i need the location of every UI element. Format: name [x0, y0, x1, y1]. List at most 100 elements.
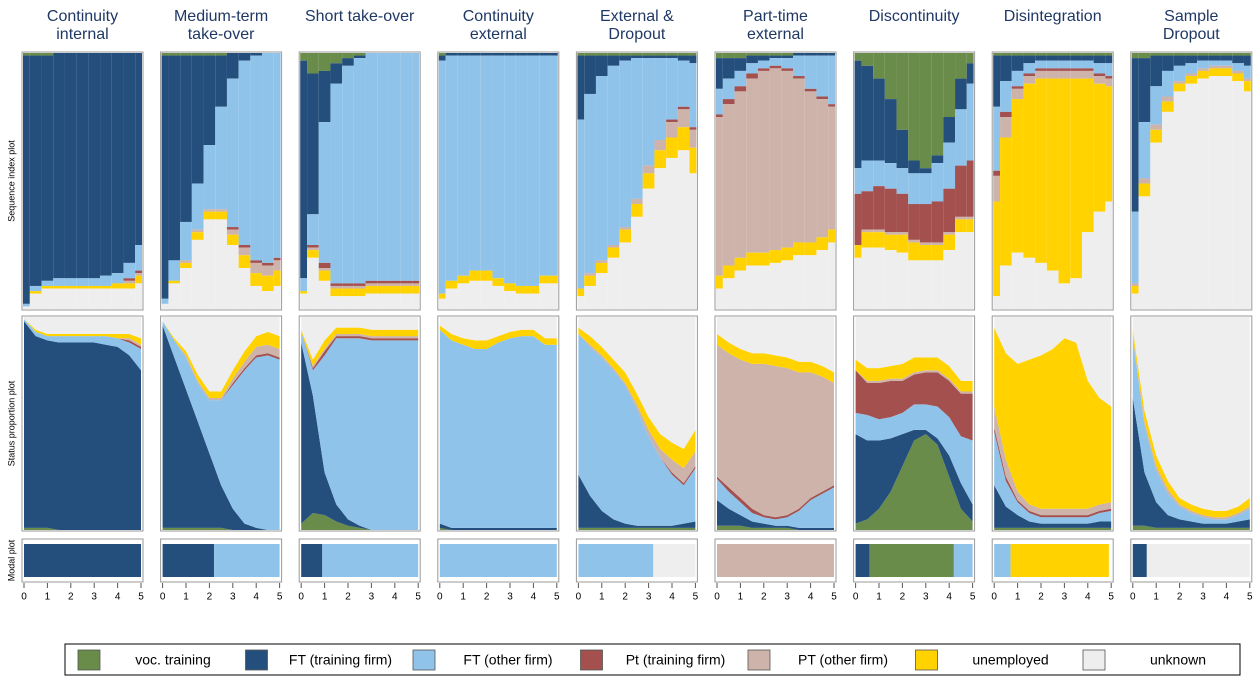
sequence-cell — [757, 55, 770, 61]
sequence-cell — [1070, 53, 1082, 56]
sequence-cell — [353, 296, 366, 309]
legend-swatch — [915, 649, 938, 671]
sequence-cell — [861, 65, 874, 161]
sequence-cell — [577, 53, 585, 56]
sequence-cell — [1185, 83, 1198, 309]
sequence-cell — [318, 268, 331, 271]
sequence-cell — [993, 175, 1001, 202]
sequence-cell — [943, 234, 956, 251]
x-tick-label: 0 — [298, 592, 304, 603]
sequence-cell — [595, 262, 608, 274]
sequence-cell — [584, 273, 596, 276]
sequence-cell — [226, 227, 239, 230]
x-tick-label: 3 — [369, 592, 375, 603]
x-tick-label: 1 — [183, 592, 189, 603]
sequence-cell — [168, 280, 181, 284]
x-tick-label: 5 — [693, 592, 699, 603]
modal-segment — [994, 544, 1011, 577]
sequence-cell — [716, 88, 723, 115]
sequence-cell — [861, 53, 874, 66]
modal-segment — [1132, 544, 1147, 577]
sequence-cell — [469, 280, 481, 309]
sequence-cell — [1093, 76, 1106, 84]
sequence-cell — [23, 303, 30, 307]
sequence-cell — [180, 55, 192, 222]
sequence-cell — [1138, 58, 1151, 123]
status-area — [578, 527, 696, 530]
panel-title: Medium-term take-over — [173, 8, 269, 43]
sequence-cell — [642, 173, 655, 189]
sequence-cell — [250, 55, 263, 261]
sequence-cell — [300, 293, 308, 309]
sequence-cell — [689, 53, 697, 56]
legend-label: unemployed — [972, 652, 1048, 668]
sequence-cell — [250, 262, 263, 274]
sequence-cell — [318, 270, 331, 281]
sequence-cell — [993, 201, 1001, 297]
sequence-cell — [161, 55, 169, 299]
panel-frame — [298, 538, 421, 583]
status-area — [439, 329, 557, 528]
sequence-cell — [816, 250, 829, 309]
modal-segment — [322, 544, 419, 577]
sequence-cell — [1035, 53, 1047, 56]
sequence-cell — [342, 288, 354, 297]
sequence-cell — [330, 288, 343, 297]
sequence-cell — [307, 250, 319, 258]
sequence-cell — [215, 219, 227, 309]
sequence-cell — [689, 55, 697, 64]
panel-title: Continuity internal — [46, 8, 119, 43]
sequence-cell — [619, 227, 632, 230]
sequence-cell — [262, 53, 274, 263]
sequence-cell — [955, 219, 967, 233]
sequence-cell — [135, 245, 142, 271]
sequence-cell — [307, 257, 319, 309]
sequence-cell — [577, 288, 585, 297]
sequence-cell — [438, 293, 446, 299]
sequence-cell — [746, 63, 758, 74]
x-tick-label: 5 — [554, 592, 560, 603]
sequence-cell — [1131, 283, 1139, 286]
sequence-cell — [412, 280, 420, 284]
sequence-cell — [88, 288, 101, 309]
sequence-cell — [123, 283, 136, 289]
legend-swatch — [245, 649, 268, 671]
sequence-cell — [307, 53, 319, 74]
sequence-cell — [480, 53, 493, 56]
legend-label: PT (other firm) — [798, 652, 888, 668]
sequence-cell — [955, 165, 967, 217]
sequence-cell — [41, 53, 54, 56]
sequence-cell — [746, 55, 758, 64]
panel-frame — [160, 538, 283, 583]
panel-frame — [853, 315, 976, 532]
sequence-cell — [135, 273, 142, 276]
sequence-cell — [1197, 70, 1209, 79]
status-area — [301, 317, 419, 360]
sequence-cell — [931, 155, 944, 164]
sequence-cell — [931, 53, 944, 156]
sequence-cell — [191, 55, 204, 184]
sequence-cell — [1150, 124, 1163, 130]
sequence-cell — [884, 163, 897, 189]
sequence-cell — [861, 160, 874, 192]
sequence-cell — [180, 262, 192, 269]
sequence-cell — [804, 53, 817, 56]
sequence-cell — [226, 245, 239, 309]
sequence-cell — [1105, 78, 1113, 87]
status-area — [24, 317, 141, 339]
sequence-cell — [1220, 68, 1233, 77]
sequence-cell — [492, 53, 505, 56]
sequence-cell — [191, 53, 204, 56]
sequence-cell — [1220, 60, 1233, 66]
sequence-cell — [180, 221, 192, 261]
sequence-cell — [781, 55, 794, 59]
sequence-cell — [943, 142, 956, 189]
x-tick-label: 2 — [1177, 592, 1183, 603]
panel-frame — [160, 315, 283, 532]
x-tick-label: 3 — [923, 592, 929, 603]
sequence-cell — [388, 53, 401, 281]
sequence-cell — [469, 270, 481, 281]
sequence-cell — [746, 53, 758, 56]
sequence-cell — [595, 260, 608, 263]
status-area — [162, 321, 280, 530]
